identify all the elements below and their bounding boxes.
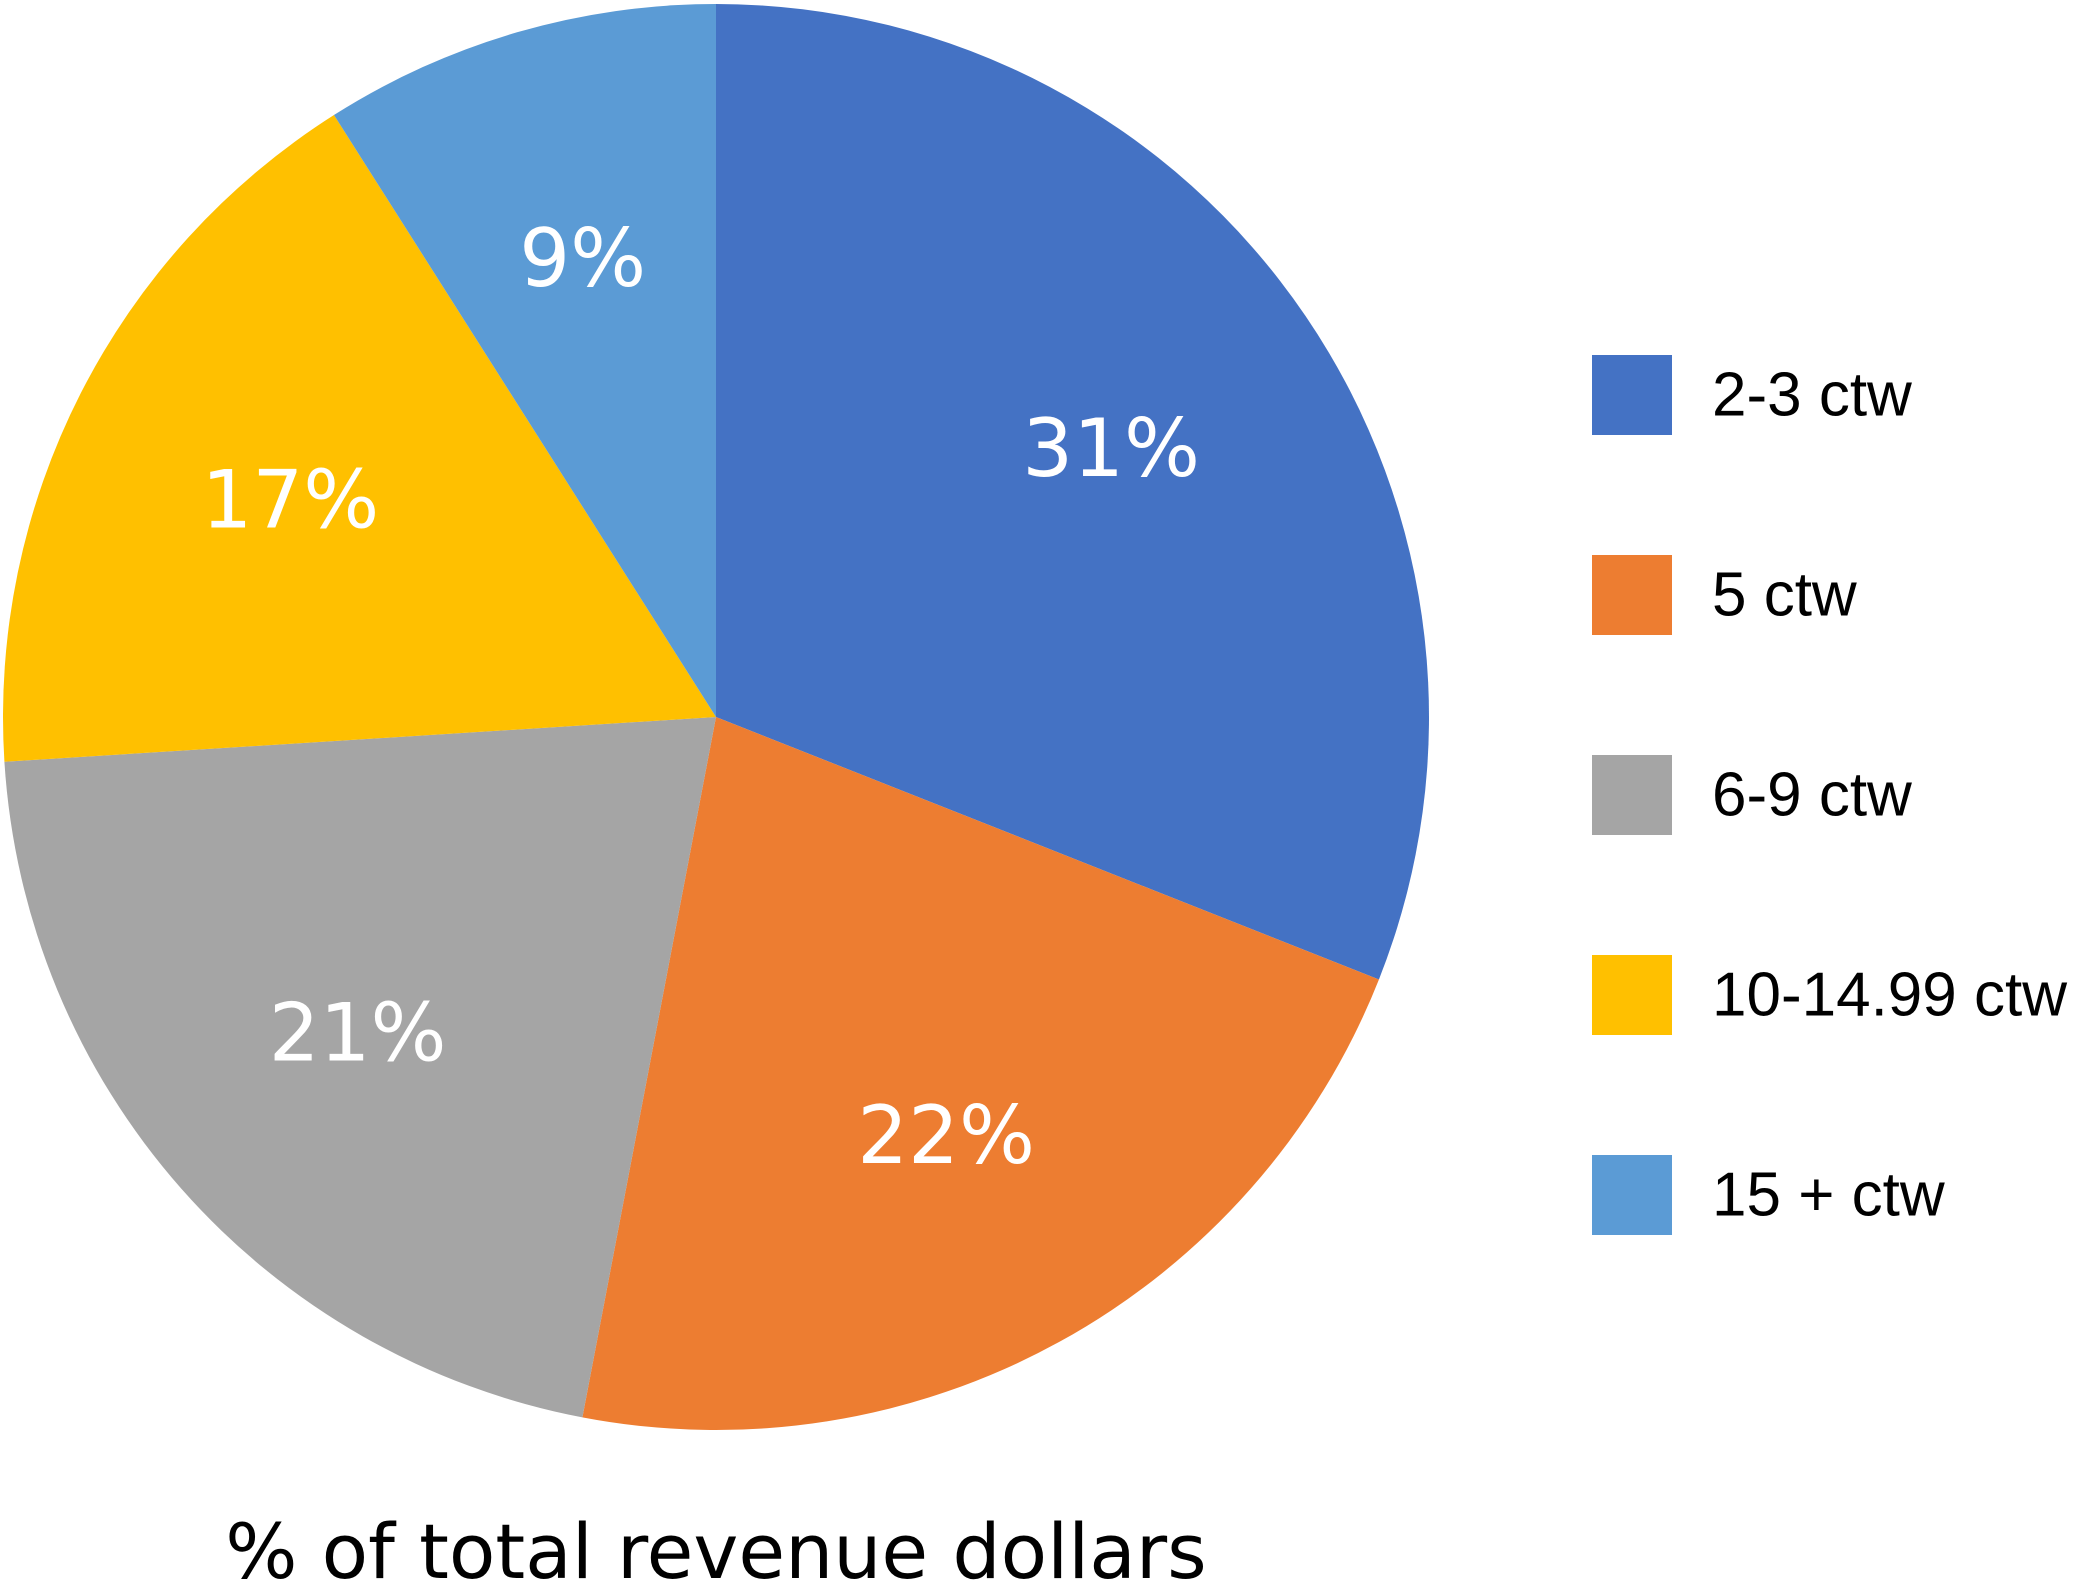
slice-value-label: 21% [269,986,447,1079]
legend-label: 6-9 ctw [1712,761,1912,830]
legend-label: 10-14.99 ctw [1712,961,2067,1030]
pie-slice-10-14-99-ctw [2,114,716,762]
legend: 2-3 ctw 5 ctw 6-9 ctw 10-14.99 ctw 15 + ctw [1592,355,2067,1235]
legend-swatch [1592,555,1672,635]
legend-label: 2-3 ctw [1712,361,1912,430]
pie-slice-15-ctw [333,4,716,717]
legend-swatch [1592,355,1672,435]
slice-value-label: 22% [857,1089,1035,1182]
legend-swatch [1592,755,1672,835]
legend-swatch [1592,955,1672,1035]
pie-slice-6-9-ctw [4,717,717,1418]
chart-title: % of total revenue dollars [225,1507,1206,1592]
slice-value-label: 31% [1022,402,1200,495]
pie-slice-2-3-ctw [716,4,1429,980]
slice-value-label: 9% [519,212,646,305]
slice-value-label: 17% [201,454,379,547]
legend-label: 15 + ctw [1712,1161,1945,1230]
pie-slices [2,4,1429,1430]
pie-slice-5-ctw [582,717,1379,1430]
legend-label: 5 ctw [1712,561,1857,630]
legend-swatch [1592,1155,1672,1235]
pie-slice-labels: 31% 22% 21% 17% 9% [201,212,1200,1182]
